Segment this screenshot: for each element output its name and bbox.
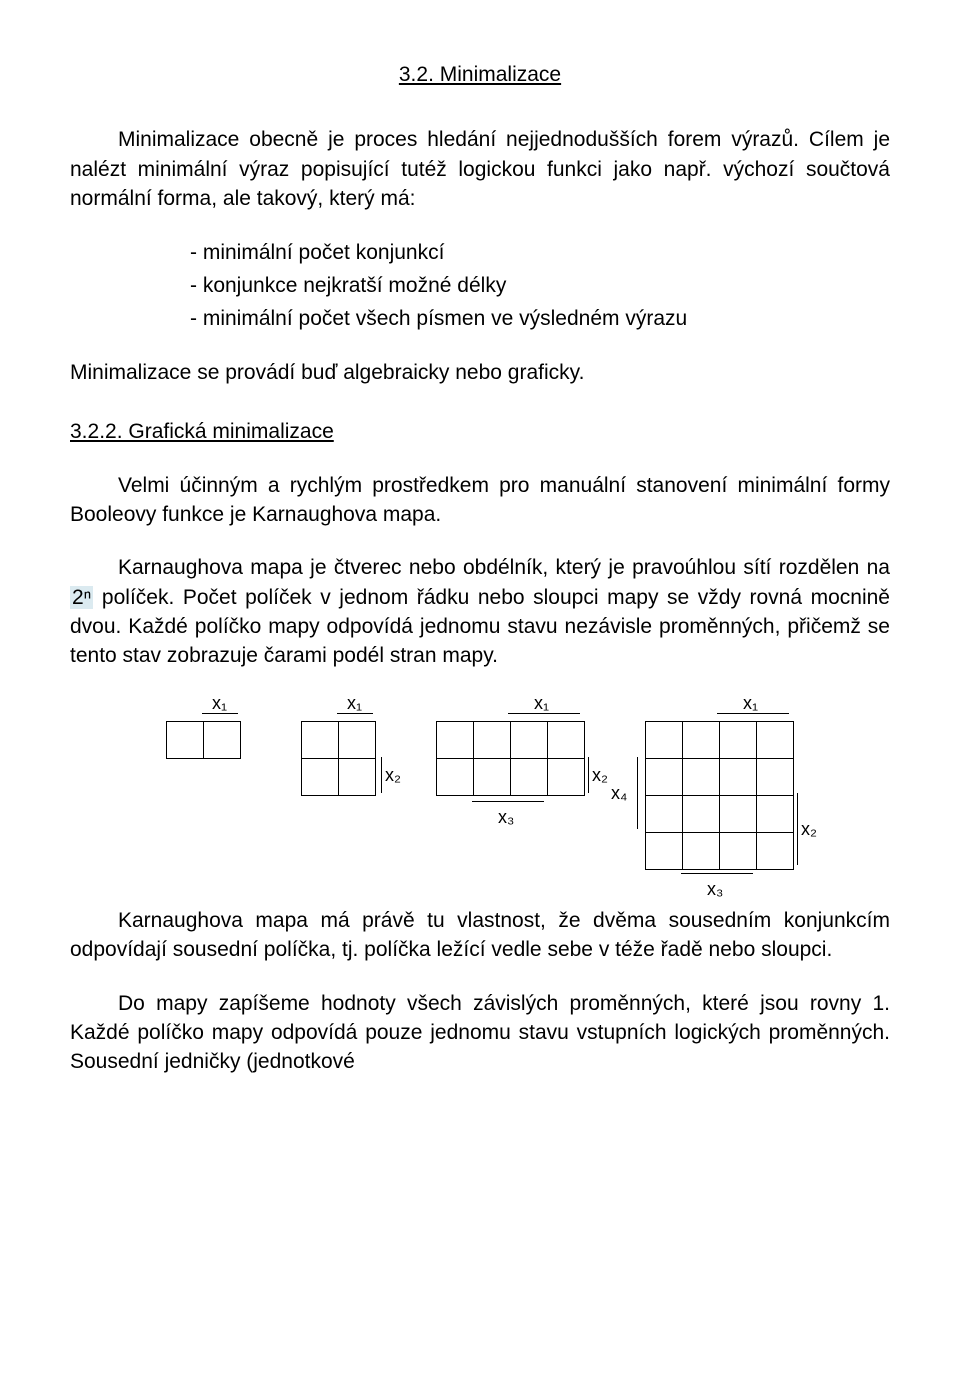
paragraph-5: Karnaughova mapa má právě tu vlastnost, …: [70, 906, 890, 965]
paragraph-1: Minimalizace obecně je proces hledání ne…: [70, 125, 890, 213]
label-x2: x₂: [801, 817, 817, 842]
kmap-2var: x₁ x₂: [301, 721, 376, 796]
label-x1: x₁: [743, 691, 758, 716]
label-x3: x₃: [707, 877, 723, 902]
bullet-1: - minimální počet konjunkcí: [190, 238, 890, 267]
paragraph-2: Minimalizace se provádí buď algebraicky …: [70, 358, 890, 387]
highlight-2n: 2ⁿ: [70, 586, 93, 609]
label-x1: x₁: [347, 691, 362, 716]
label-x4: x₄: [611, 781, 627, 806]
kmap-4var: x₁ x₄ x₂ x₃: [645, 721, 794, 870]
label-x2: x₂: [592, 763, 608, 788]
paragraph-3: Velmi účinným a rychlým prostředkem pro …: [70, 471, 890, 530]
label-x2: x₂: [385, 763, 401, 788]
paragraph-4b: políček. Počet políček v jednom řádku ne…: [70, 586, 890, 668]
bullet-3: - minimální počet všech písmen ve výsled…: [190, 304, 890, 333]
section-title: 3.2. Minimalizace: [70, 60, 890, 89]
kmap-diagrams: x₁ x₁ x₂ x₁ x₂ x₃ x₁ x₄ x₂ x₃: [70, 701, 890, 870]
bullet-2: - konjunkce nejkratší možné délky: [190, 271, 890, 300]
label-x3: x₃: [498, 805, 514, 830]
paragraph-6: Do mapy zapíšeme hodnoty všech závislých…: [70, 989, 890, 1077]
subsection-title: 3.2.2. Grafická minimalizace: [70, 417, 890, 446]
paragraph-4a: Karnaughova mapa je čtverec nebo obdélní…: [118, 556, 890, 579]
kmap-3var: x₁ x₂ x₃: [436, 721, 585, 796]
label-x1: x₁: [212, 691, 227, 716]
paragraph-4: Karnaughova mapa je čtverec nebo obdélní…: [70, 553, 890, 671]
label-x1: x₁: [534, 691, 549, 716]
bullet-list: - minimální počet konjunkcí - konjunkce …: [70, 238, 890, 334]
kmap-1var: x₁: [166, 721, 241, 759]
